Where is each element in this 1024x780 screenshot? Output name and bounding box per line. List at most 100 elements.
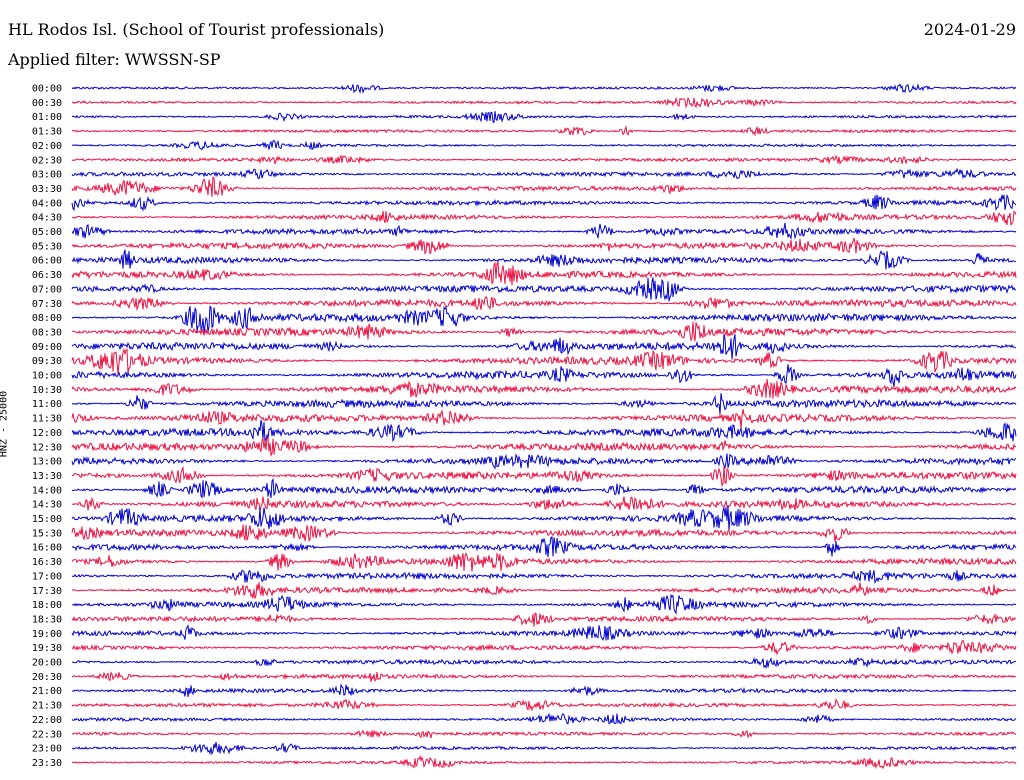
time-tick-label: 05:00 bbox=[32, 227, 62, 238]
time-tick-label: 07:00 bbox=[32, 284, 62, 295]
trace-line bbox=[71, 277, 1017, 302]
time-tick-label: 12:00 bbox=[32, 428, 62, 439]
time-tick-label: 02:00 bbox=[32, 141, 62, 152]
trace-line bbox=[71, 612, 1017, 627]
time-tick-label: 09:00 bbox=[32, 342, 62, 353]
station-title: HL Rodos Isl. (School of Tourist profess… bbox=[8, 20, 385, 39]
time-tick-label: 22:00 bbox=[32, 715, 62, 726]
trace-line bbox=[71, 348, 1017, 374]
trace-line bbox=[71, 222, 1017, 241]
trace-line bbox=[71, 176, 1017, 198]
trace-line bbox=[71, 754, 1017, 770]
trace-line bbox=[71, 249, 1016, 270]
trace-line bbox=[71, 96, 1017, 109]
time-tick-label: 12:30 bbox=[32, 442, 62, 453]
time-tick-label: 03:00 bbox=[32, 170, 62, 181]
time-tick-label: 00:30 bbox=[32, 98, 62, 109]
time-tick-label: 10:00 bbox=[32, 371, 62, 382]
time-tick-label: 17:30 bbox=[32, 586, 62, 597]
time-tick-label: 13:30 bbox=[32, 471, 62, 482]
time-tick-label: 23:00 bbox=[32, 744, 62, 755]
time-tick-label: 14:00 bbox=[32, 485, 62, 496]
time-tick-label: 01:00 bbox=[32, 112, 62, 123]
trace-line bbox=[71, 656, 1017, 670]
trace-line bbox=[71, 505, 1017, 531]
time-tick-label: 16:30 bbox=[32, 557, 62, 568]
time-tick-label: 06:00 bbox=[32, 256, 62, 267]
trace-line bbox=[71, 393, 1017, 415]
time-tick-label: 06:30 bbox=[32, 270, 62, 281]
trace-line bbox=[71, 139, 1017, 151]
trace-line bbox=[71, 435, 1017, 457]
time-tick-label: 14:30 bbox=[32, 500, 62, 511]
filter-label: Applied filter: WWSSN-SP bbox=[8, 50, 221, 69]
time-tick-label: 23:30 bbox=[32, 758, 62, 769]
trace-line bbox=[71, 698, 1016, 712]
trace-line bbox=[71, 536, 1017, 558]
time-tick-label: 16:00 bbox=[32, 543, 62, 554]
trace-line bbox=[71, 419, 1017, 443]
trace-line bbox=[71, 569, 1017, 585]
time-tick-label: 11:00 bbox=[32, 399, 62, 410]
time-tick-label: 04:00 bbox=[32, 198, 62, 209]
time-tick-label: 09:30 bbox=[32, 356, 62, 367]
trace-line bbox=[71, 409, 1017, 430]
trace-line bbox=[71, 624, 1017, 641]
time-tick-label: 07:30 bbox=[32, 299, 62, 310]
trace-line bbox=[72, 496, 1016, 511]
trace-line bbox=[71, 552, 1017, 572]
time-tick-label: 04:30 bbox=[32, 213, 62, 224]
trace-line bbox=[71, 153, 1017, 166]
time-tick-label: 03:30 bbox=[32, 184, 62, 195]
trace-line bbox=[71, 453, 1017, 470]
trace-line bbox=[71, 305, 1017, 333]
time-tick-label: 02:30 bbox=[32, 155, 62, 166]
time-tick-label: 15:30 bbox=[32, 528, 62, 539]
trace-line bbox=[71, 333, 1017, 360]
date-label: 2024-01-29 bbox=[923, 20, 1016, 39]
time-tick-label: 10:30 bbox=[32, 385, 62, 396]
trace-line bbox=[71, 378, 1017, 399]
time-tick-label: 18:30 bbox=[32, 614, 62, 625]
time-tick-label: 19:30 bbox=[32, 643, 62, 654]
time-tick-label: 20:00 bbox=[32, 658, 62, 669]
time-tick-label: 08:00 bbox=[32, 313, 62, 324]
trace-line bbox=[71, 582, 1017, 599]
trace-line bbox=[71, 111, 1017, 124]
time-tick-label: 17:00 bbox=[32, 571, 62, 582]
time-tick-label: 01:30 bbox=[32, 127, 62, 138]
trace-line bbox=[71, 639, 1017, 656]
trace-line bbox=[71, 712, 1017, 725]
time-tick-label: 21:00 bbox=[32, 686, 62, 697]
trace-line bbox=[71, 729, 1017, 739]
time-tick-label: 00:00 bbox=[32, 84, 62, 95]
trace-line bbox=[71, 210, 1017, 226]
trace-line bbox=[71, 261, 1017, 286]
time-tick-label: 15:00 bbox=[32, 514, 62, 525]
time-tick-label: 08:30 bbox=[32, 327, 62, 338]
trace-line bbox=[71, 671, 1017, 682]
trace-line bbox=[71, 237, 1017, 255]
time-tick-label: 11:30 bbox=[32, 414, 62, 425]
time-tick-label: 20:30 bbox=[32, 672, 62, 683]
trace-line bbox=[71, 593, 1017, 615]
trace-line bbox=[71, 465, 1017, 488]
trace-line bbox=[71, 683, 1017, 697]
trace-line bbox=[71, 167, 1017, 180]
time-tick-label: 05:30 bbox=[32, 241, 62, 252]
time-tick-label: 18:00 bbox=[32, 600, 62, 611]
trace-line bbox=[71, 364, 1017, 387]
trace-line bbox=[71, 741, 1017, 756]
time-tick-label: 13:00 bbox=[32, 457, 62, 468]
trace-line bbox=[71, 193, 1017, 212]
trace-line bbox=[71, 321, 1017, 342]
trace-line bbox=[71, 524, 1017, 542]
trace-line bbox=[71, 477, 1017, 499]
time-tick-label: 21:30 bbox=[32, 701, 62, 712]
trace-line bbox=[71, 83, 1017, 94]
time-tick-label: 22:30 bbox=[32, 729, 62, 740]
time-tick-label: 19:00 bbox=[32, 629, 62, 640]
trace-line bbox=[71, 125, 1017, 137]
trace-line bbox=[71, 295, 1017, 312]
